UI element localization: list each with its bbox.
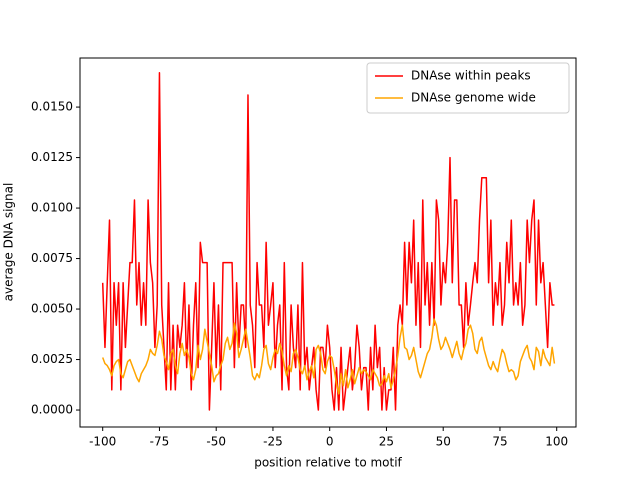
x-tick-label: 0 <box>326 435 334 449</box>
plot-frame <box>79 57 577 428</box>
x-tick-label: 50 <box>436 435 451 449</box>
line-series <box>101 318 556 395</box>
y-tick-label: 0.0075 <box>31 251 73 265</box>
y-tick-label: 0.0025 <box>31 352 73 366</box>
y-tick-label: 0.0050 <box>31 302 73 316</box>
y-tick-label: 0.0125 <box>31 150 73 164</box>
y-tick-label: 0.0000 <box>31 403 73 417</box>
y-tick-label: 0.0150 <box>31 100 73 114</box>
legend-label: DNAse genome wide <box>411 91 536 105</box>
x-axis-label: position relative to motif <box>254 456 402 470</box>
x-tick-label: -50 <box>206 435 226 449</box>
legend-label: DNAse within peaks <box>411 69 531 83</box>
line-series <box>101 71 555 411</box>
x-tick-label: 25 <box>379 435 394 449</box>
x-tick-label: -100 <box>89 435 116 449</box>
y-axis-label: average DNA signal <box>2 183 16 302</box>
x-tick-label: 75 <box>492 435 507 449</box>
y-tick-label: 0.0100 <box>31 201 73 215</box>
x-tick-label: -25 <box>263 435 283 449</box>
x-tick-label: -75 <box>150 435 170 449</box>
x-tick-label: 100 <box>545 435 568 449</box>
legend-box <box>366 62 570 114</box>
